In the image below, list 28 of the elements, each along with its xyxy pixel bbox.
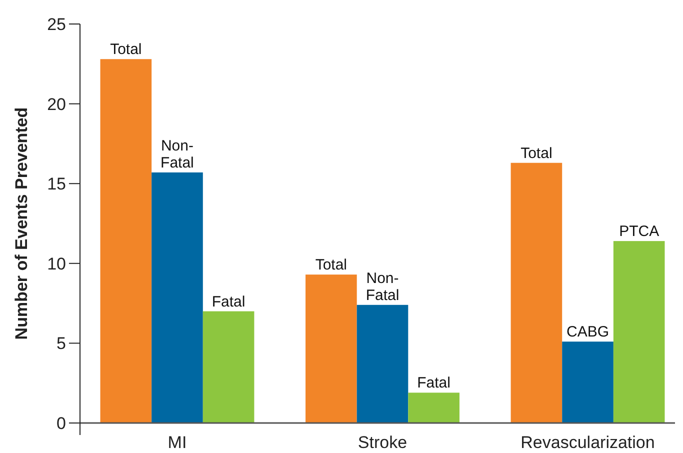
bar — [562, 342, 614, 423]
data-label: Fatal — [212, 293, 246, 310]
x-tick-label: MI — [168, 433, 187, 452]
data-label: Total — [315, 256, 348, 274]
y-axis-title: Number of Events Prevented — [12, 107, 31, 340]
y-tick-label: 20 — [47, 94, 66, 114]
bar — [306, 274, 357, 423]
y-tick-label: 10 — [47, 254, 66, 274]
data-label: Non-Fatal — [160, 137, 194, 172]
bar — [356, 304, 408, 423]
x-tick-label: Stroke — [358, 433, 408, 452]
y-tick-label: 25 — [47, 14, 66, 34]
data-label: Fatal — [417, 374, 450, 392]
y-tick-label: 0 — [56, 414, 66, 433]
x-tick-label: Revascularization — [520, 433, 655, 452]
data-label: Total — [520, 144, 552, 162]
data-label: Total — [110, 41, 142, 58]
y-tick-label: 5 — [56, 334, 66, 354]
data-label: PTCA — [619, 223, 660, 240]
y-tick-label: 15 — [47, 174, 66, 194]
bar — [613, 241, 665, 423]
bar — [408, 392, 460, 423]
bar — [510, 162, 562, 423]
bar — [202, 311, 254, 423]
bar — [100, 59, 152, 423]
bar — [152, 172, 203, 423]
data-label: Non-Fatal — [366, 270, 400, 304]
data-label: CABG — [566, 324, 610, 341]
